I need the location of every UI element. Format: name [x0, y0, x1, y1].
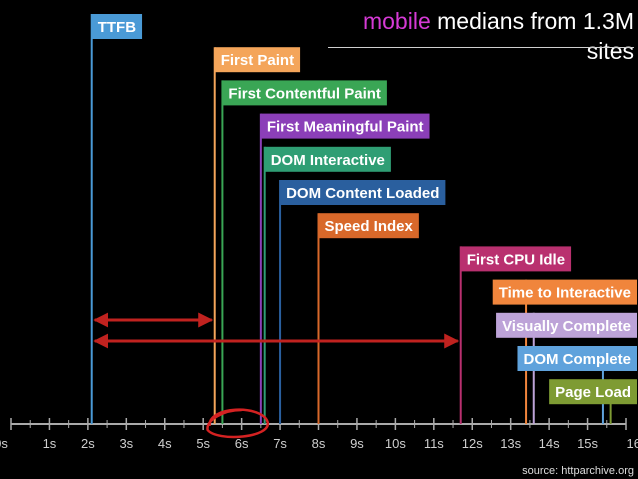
marker-box-6	[318, 213, 419, 239]
marker-label-6: Speed Index	[325, 218, 414, 235]
x-tick-label-15: 15s	[577, 436, 598, 451]
marker-box-10	[517, 346, 637, 371]
marker-label-11: Page Load	[555, 384, 631, 401]
x-tick-label-7: 7s	[273, 436, 287, 451]
x-tick-label-8: 8s	[312, 436, 326, 451]
x-tick-label-2: 2s	[81, 436, 95, 451]
marker-box-11	[549, 379, 637, 405]
marker-box-5	[280, 180, 446, 205]
x-tick-label-16: 16s	[627, 436, 638, 451]
highlight-circle	[206, 408, 269, 439]
marker-label-10: DOM Complete	[523, 351, 631, 368]
x-tick-label-6: 6s	[235, 436, 249, 451]
marker-box-8	[492, 279, 637, 305]
title-accent: mobile	[362, 8, 431, 34]
marker-box-2	[222, 80, 387, 106]
title-rest: medians from 1.3M sites	[437, 8, 634, 64]
marker-label-4: DOM Interactive	[271, 152, 385, 169]
marker-box-1	[214, 47, 301, 73]
marker-label-7: First CPU Idle	[467, 251, 565, 268]
marker-label-2: First Contentful Paint	[228, 85, 381, 102]
x-tick-label-1: 1s	[43, 436, 57, 451]
x-tick-label-3: 3s	[119, 436, 133, 451]
marker-box-4	[264, 146, 391, 172]
marker-box-7	[460, 246, 572, 272]
marker-box-9	[496, 312, 637, 338]
marker-label-1: First Paint	[221, 52, 294, 69]
x-tick-label-14: 14s	[539, 436, 560, 451]
marker-label-8: Time to Interactive	[499, 285, 631, 302]
title-underline	[328, 47, 634, 48]
x-tick-label-10: 10s	[385, 436, 406, 451]
x-tick-label-0: 0s	[0, 436, 8, 451]
source-note: source: httparchive.org	[522, 465, 634, 477]
chart-title: mobile medians from 1.3M sites	[324, 6, 634, 66]
marker-label-5: DOM Content Loaded	[286, 185, 439, 202]
marker-box-3	[260, 113, 430, 139]
x-tick-label-9: 9s	[350, 436, 364, 451]
marker-label-3: First Meaningful Paint	[267, 119, 424, 136]
marker-label-9: Visually Complete	[502, 318, 631, 335]
x-tick-label-13: 13s	[500, 436, 521, 451]
x-tick-label-4: 4s	[158, 436, 172, 451]
marker-label-0: TTFB	[98, 19, 136, 36]
x-tick-label-11: 11s	[424, 436, 444, 451]
x-tick-label-5: 5s	[196, 436, 210, 451]
x-tick-label-12: 12s	[462, 436, 483, 451]
marker-box-0	[91, 14, 143, 39]
